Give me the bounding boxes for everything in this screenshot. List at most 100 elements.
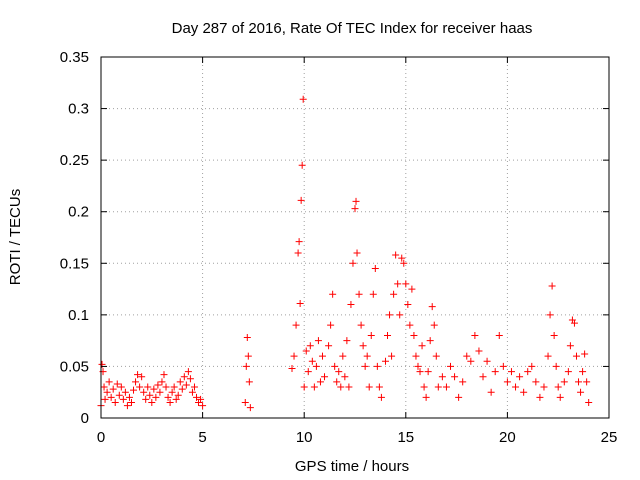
- data-point: [570, 319, 578, 327]
- data-point: [487, 388, 495, 396]
- data-point: [345, 383, 353, 391]
- data-point: [404, 301, 412, 309]
- data-point: [325, 342, 333, 350]
- data-point: [398, 254, 406, 262]
- data-point: [142, 395, 150, 403]
- data-point: [418, 342, 426, 350]
- data-point: [564, 368, 572, 376]
- data-point: [516, 373, 524, 381]
- data-point: [349, 259, 357, 267]
- data-point: [331, 362, 339, 370]
- data-point: [241, 399, 249, 407]
- data-point: [107, 393, 115, 401]
- data-point: [451, 373, 459, 381]
- data-point: [115, 391, 123, 399]
- data-point: [339, 352, 347, 360]
- data-point: [146, 391, 154, 399]
- y-tick-label: 0: [81, 410, 89, 427]
- data-point: [369, 290, 377, 298]
- data-point: [406, 321, 414, 329]
- data-point: [180, 373, 188, 381]
- data-point: [434, 383, 442, 391]
- data-point: [333, 378, 341, 386]
- data-point: [384, 331, 392, 339]
- data-point: [556, 393, 564, 401]
- data-point: [420, 383, 428, 391]
- data-point: [166, 399, 174, 407]
- data-point: [288, 364, 296, 372]
- data-point: [546, 311, 554, 319]
- data-point: [111, 399, 119, 407]
- data-point: [117, 383, 125, 391]
- data-point: [299, 95, 307, 103]
- data-point: [544, 352, 552, 360]
- x-tick-label: 25: [601, 429, 618, 446]
- data-point: [459, 378, 467, 386]
- data-point: [158, 378, 166, 386]
- data-point: [438, 373, 446, 381]
- data-point: [184, 368, 192, 376]
- data-point: [491, 368, 499, 376]
- data-point: [298, 161, 306, 169]
- data-point: [327, 321, 335, 329]
- data-point: [242, 362, 250, 370]
- data-point: [125, 393, 133, 401]
- data-point: [170, 383, 178, 391]
- data-point: [316, 378, 324, 386]
- data-point: [520, 388, 528, 396]
- data-point: [347, 301, 355, 309]
- data-point: [532, 378, 540, 386]
- data-point: [119, 395, 127, 403]
- data-point: [408, 285, 416, 293]
- data-point: [174, 391, 182, 399]
- data-point: [296, 300, 304, 308]
- data-point: [394, 280, 402, 288]
- data-point: [371, 264, 379, 272]
- data-point: [566, 342, 574, 350]
- data-point: [197, 395, 205, 403]
- data-point: [294, 249, 302, 257]
- data-point: [290, 352, 298, 360]
- data-point: [572, 352, 580, 360]
- data-point: [363, 352, 371, 360]
- data-point: [314, 337, 322, 345]
- data-point: [164, 393, 172, 401]
- data-point: [467, 357, 475, 365]
- data-point: [100, 383, 108, 391]
- data-point: [188, 388, 196, 396]
- data-point: [390, 290, 398, 298]
- data-point: [335, 368, 343, 376]
- data-point: [507, 368, 515, 376]
- data-point: [579, 368, 587, 376]
- data-point: [343, 337, 351, 345]
- data-point: [528, 362, 536, 370]
- x-tick-labels: 0 5 10 15 20 25: [97, 429, 618, 446]
- data-point: [246, 404, 254, 412]
- y-axis-label: ROTI / TECUs: [7, 189, 24, 285]
- x-tick-label: 20: [499, 429, 516, 446]
- data-point: [402, 280, 410, 288]
- data-point: [186, 375, 194, 383]
- x-tick-label: 15: [397, 429, 414, 446]
- data-point: [416, 368, 424, 376]
- data-point: [295, 238, 303, 246]
- data-point: [554, 383, 562, 391]
- data-point: [483, 357, 491, 365]
- data-point: [426, 337, 434, 345]
- data-point: [577, 388, 585, 396]
- data-point: [524, 368, 532, 376]
- data-point: [292, 321, 300, 329]
- data-point: [471, 331, 479, 339]
- data-point: [381, 357, 389, 365]
- data-point: [414, 362, 422, 370]
- data-point: [101, 395, 109, 403]
- x-tick-label: 0: [97, 429, 105, 446]
- data-point: [475, 347, 483, 355]
- data-point: [329, 290, 337, 298]
- data-point: [447, 362, 455, 370]
- data-point: [160, 371, 168, 379]
- data-point: [412, 352, 420, 360]
- data-point: [127, 399, 135, 407]
- data-point: [300, 383, 308, 391]
- data-point: [321, 373, 329, 381]
